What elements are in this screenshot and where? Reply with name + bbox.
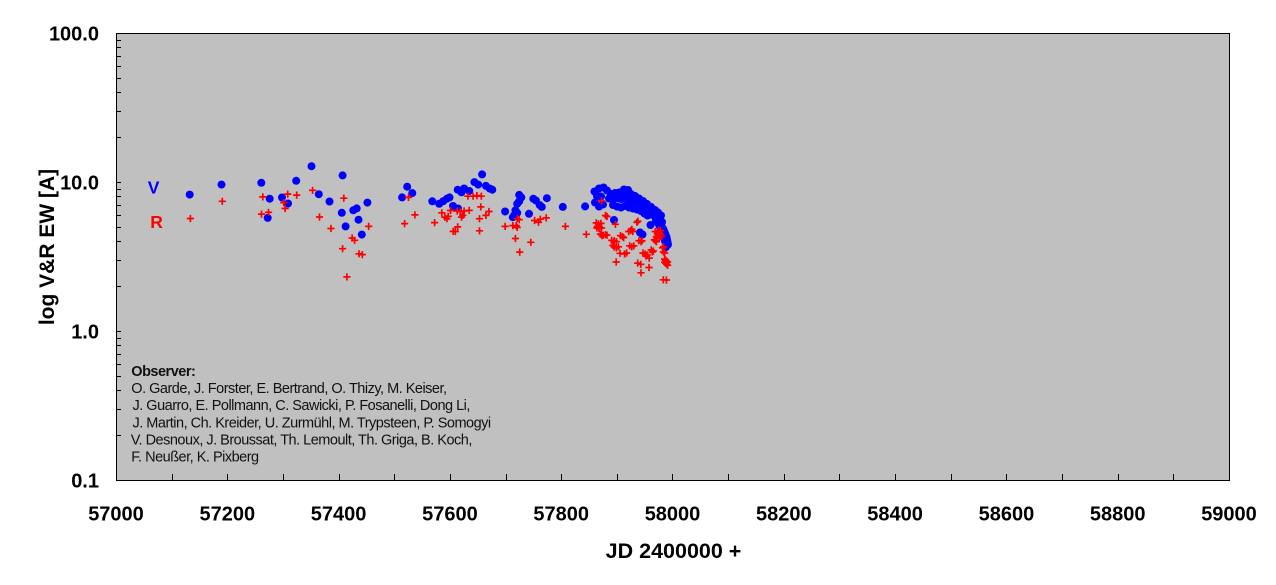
svg-text:log V&R EW [A]: log V&R EW [A] xyxy=(36,169,59,325)
svg-text:10.0: 10.0 xyxy=(60,172,99,194)
svg-text:O. Garde, J. Forster, E. Bertr: O. Garde, J. Forster, E. Bertrand, O. Th… xyxy=(131,381,446,397)
svg-text:J. Martin, Ch. Kreider, U. Zur: J. Martin, Ch. Kreider, U. Zurmühl, M. T… xyxy=(133,415,491,431)
svg-text:58800: 58800 xyxy=(1090,503,1146,525)
svg-text:J. Guarro, E. Pollmann, C. Saw: J. Guarro, E. Pollmann, C. Sawicki, P. F… xyxy=(133,398,470,414)
svg-text:V: V xyxy=(148,178,160,198)
svg-text:Observer:: Observer: xyxy=(131,364,195,380)
svg-text:57400: 57400 xyxy=(311,503,367,525)
svg-text:1.0: 1.0 xyxy=(71,321,99,343)
svg-text:57000: 57000 xyxy=(88,503,144,525)
svg-text:F. Neußer, K. Pixberg: F. Neußer, K. Pixberg xyxy=(131,450,259,466)
svg-text:57800: 57800 xyxy=(533,503,589,525)
svg-text:57600: 57600 xyxy=(422,503,478,525)
svg-text:V. Desnoux, J. Broussat, Th. L: V. Desnoux, J. Broussat, Th. Lemoult, Th… xyxy=(131,432,472,448)
svg-text:R: R xyxy=(150,212,163,232)
svg-text:57200: 57200 xyxy=(199,503,255,525)
svg-text:58400: 58400 xyxy=(867,503,923,525)
svg-text:100.0: 100.0 xyxy=(49,23,99,45)
svg-text:58600: 58600 xyxy=(979,503,1035,525)
svg-text:58200: 58200 xyxy=(756,503,812,525)
svg-text:0.1: 0.1 xyxy=(71,470,99,492)
svg-text:59000: 59000 xyxy=(1201,503,1257,525)
svg-text:58000: 58000 xyxy=(645,503,701,525)
svg-text:JD 2400000 +: JD 2400000 + xyxy=(606,539,742,563)
